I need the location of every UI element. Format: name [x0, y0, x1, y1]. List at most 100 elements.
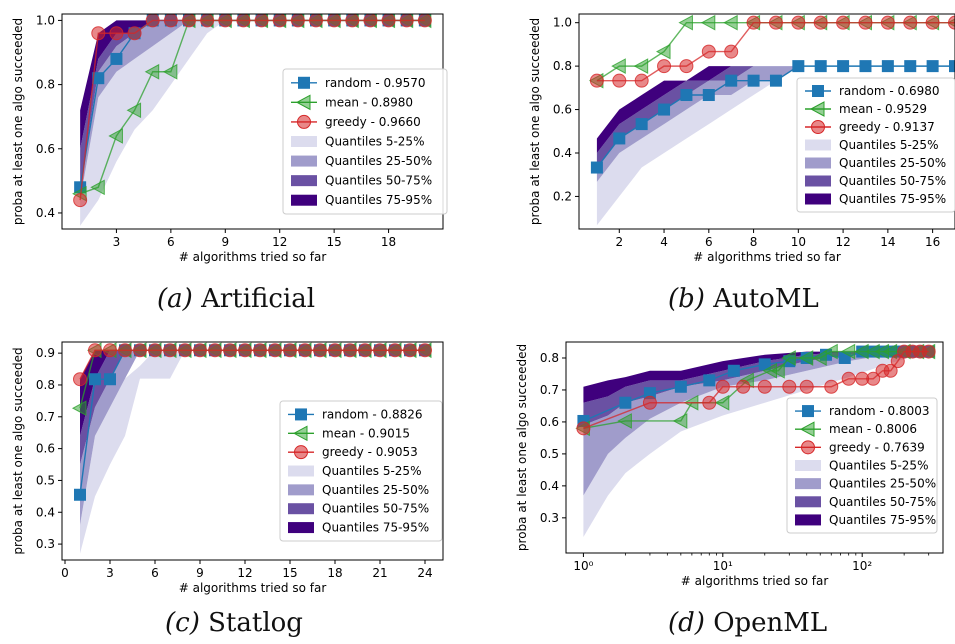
legend-label: Quantiles 75-95%: [322, 521, 429, 535]
y-axis-label: proba at least one algo succeeded: [528, 18, 542, 225]
x-tick-label: 15: [327, 235, 342, 249]
point-greedy: [903, 15, 918, 30]
point-greedy: [363, 14, 378, 28]
point-greedy: [283, 343, 297, 358]
y-tick-label: 0.4: [540, 479, 559, 493]
point-greedy: [925, 15, 940, 30]
caption-b: (b) AutoML: [668, 284, 819, 314]
y-tick-label: 0.8: [36, 378, 55, 392]
point-greedy: [163, 14, 178, 28]
point-greedy: [268, 343, 282, 358]
axes-frame: [61, 341, 444, 561]
point-random: [758, 358, 771, 371]
point-greedy: [921, 344, 936, 359]
point-greedy: [576, 421, 591, 436]
legend-label: mean - 0.9015: [322, 426, 410, 440]
y-tick-label: 0.6: [553, 103, 572, 117]
point-greedy: [91, 26, 106, 41]
point-mean: [781, 350, 796, 366]
point-greedy: [841, 371, 856, 386]
point-greedy: [313, 343, 327, 358]
legend-marker-random: [802, 405, 814, 418]
point-greedy: [238, 343, 252, 358]
point-random: [725, 74, 738, 87]
point-greedy: [883, 363, 898, 378]
point-greedy: [193, 343, 207, 358]
point-greedy: [208, 343, 222, 358]
point-mean: [714, 394, 730, 411]
point-greedy: [328, 343, 342, 358]
plot-area: [72, 14, 443, 226]
point-greedy: [768, 15, 783, 30]
y-tick-label: 0.9: [36, 346, 55, 360]
point-greedy: [327, 14, 342, 28]
legend-label: Quantiles 5-25%: [829, 459, 928, 473]
point-greedy: [724, 44, 739, 59]
y-tick-label: 0.4: [36, 505, 55, 519]
point-mean: [144, 63, 160, 80]
point-greedy: [890, 354, 905, 369]
x-tick-label: 12: [237, 566, 252, 580]
x-tick-label: 10¹: [713, 559, 733, 573]
point-greedy: [746, 15, 761, 30]
x-tick-label: 18: [381, 235, 396, 249]
band-q5_25: [596, 66, 955, 226]
caption-d-name: OpenML: [713, 608, 828, 638]
band-q50_75: [80, 350, 443, 465]
point-greedy: [145, 14, 160, 28]
point-mean: [700, 14, 716, 31]
y-tick-label: 0.7: [540, 383, 559, 397]
plot-area: [575, 343, 943, 538]
legend: random - 0.6980 mean - 0.9529 greedy - 0.9…: [796, 77, 955, 213]
point-greedy: [381, 14, 396, 28]
x-tick-label: 0: [61, 566, 69, 580]
point-greedy: [715, 379, 730, 394]
legend-swatch-q50_75: [291, 175, 317, 187]
legend-marker-greedy: [801, 440, 815, 455]
x-tick-label: 12: [835, 235, 850, 249]
x-tick-label: 15: [282, 566, 297, 580]
point-mean: [71, 400, 87, 417]
point-random: [727, 364, 740, 377]
point-greedy: [253, 343, 267, 358]
point-random: [837, 60, 850, 73]
x-tick-label: 9: [196, 566, 204, 580]
point-random: [613, 132, 626, 145]
y-tick-label: 0.8: [540, 351, 559, 365]
point-greedy: [642, 395, 657, 410]
point-greedy: [163, 343, 177, 358]
x-tick-label: 10²: [852, 559, 872, 573]
chart-panel-4: 10⁰ 10¹ 10² 0.3 0.4 0.5 0.6 0.7 0.8 # algorithms …: [515, 341, 944, 588]
x-axis-label: # algorithms tried so far: [693, 250, 841, 264]
point-greedy: [148, 343, 162, 358]
legend-swatch-q75_95: [795, 514, 821, 526]
legend-label: Quantiles 75-95%: [839, 192, 946, 206]
point-greedy: [388, 343, 402, 358]
point-random: [104, 373, 116, 386]
caption-b-letter: (b): [668, 284, 705, 314]
point-mean: [617, 413, 632, 429]
legend-label: mean - 0.8980: [325, 95, 413, 109]
legend-label: greedy - 0.9660: [325, 115, 421, 129]
x-tick-label: 16: [925, 235, 940, 249]
legend-swatch-q50_75: [288, 503, 314, 515]
legend-label: Quantiles 5-25%: [322, 464, 421, 478]
legend-marker-random: [812, 85, 824, 97]
legend-label: Quantiles 25-50%: [322, 483, 429, 497]
x-tick-label: 14: [880, 235, 895, 249]
point-greedy: [399, 14, 414, 28]
x-tick-label: 2: [615, 235, 623, 249]
caption-c-letter: (c): [165, 608, 200, 638]
chart-panel-3: 0 3 6 9 12 15 18 21 24 0.3 0.4 0.5 0.6 0.7 0.8 0.9 # alg…: [11, 341, 444, 595]
point-random: [792, 60, 805, 73]
y-tick-label: 0.4: [36, 206, 55, 220]
y-tick-label: 0.2: [553, 189, 572, 203]
point-mean: [633, 58, 649, 74]
point-mean: [812, 350, 827, 366]
y-tick-label: 0.5: [36, 473, 55, 487]
legend-label: random - 0.8826: [322, 407, 423, 421]
legend-label: Quantiles 75-95%: [829, 513, 936, 527]
point-random: [769, 74, 782, 87]
point-greedy: [403, 343, 417, 358]
point-greedy: [223, 343, 237, 358]
